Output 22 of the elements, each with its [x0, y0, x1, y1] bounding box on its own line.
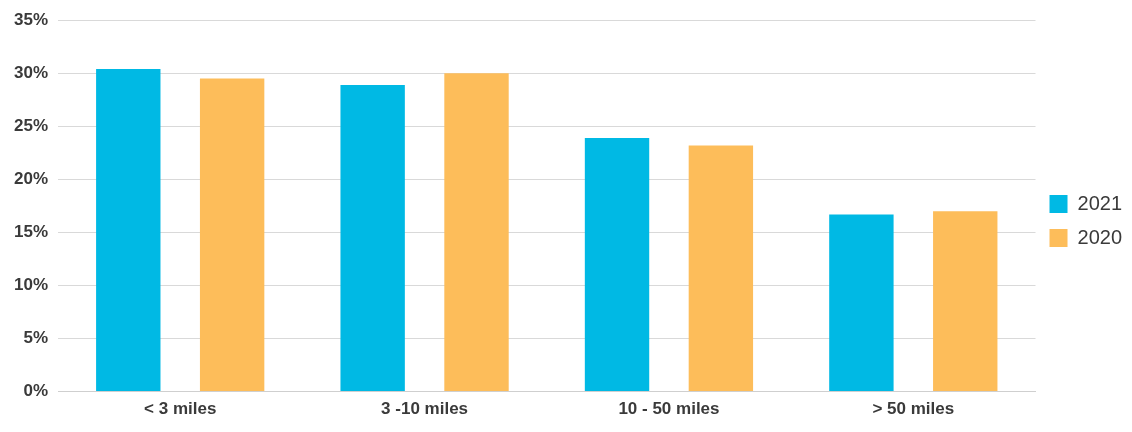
y-tick-label: 30%: [13, 62, 49, 82]
y-tick-label: 35%: [13, 9, 49, 29]
y-tick-label: 25%: [13, 116, 49, 135]
bar: [933, 211, 998, 392]
y-tick-label: 20%: [13, 169, 49, 189]
bar: [96, 69, 161, 392]
bar: [688, 145, 754, 392]
y-tick-label: 10%: [13, 275, 49, 295]
y-tick-label: 15%: [13, 222, 49, 242]
x-tick-label: > 50 miles: [872, 399, 955, 419]
bar: [584, 137, 650, 392]
bar: [340, 84, 405, 392]
x-tick-label: 3 -10 miles: [381, 399, 469, 419]
legend-label: 2020: [1077, 225, 1123, 248]
legend-label: 2021: [1077, 191, 1123, 214]
bar: [829, 214, 894, 392]
y-tick-label: 5%: [23, 328, 49, 348]
bar: [199, 78, 265, 392]
bar: [444, 73, 509, 392]
y-tick-label: 0%: [23, 381, 49, 401]
x-tick-label: 10 - 50 miles: [618, 399, 720, 419]
x-tick-label: < 3 miles: [144, 399, 217, 419]
